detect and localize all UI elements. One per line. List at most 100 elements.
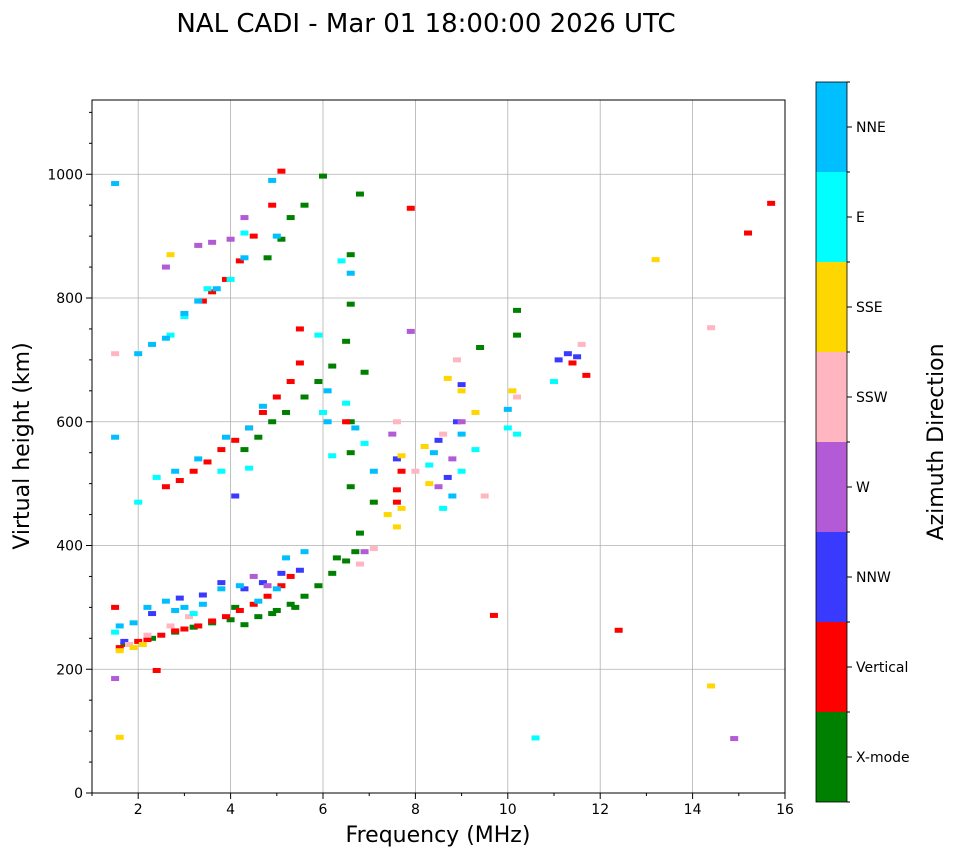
colorbar-tick-label: Vertical bbox=[856, 660, 908, 676]
data-point-nne bbox=[180, 604, 189, 610]
colorbar-tick-label: SSE bbox=[856, 300, 883, 316]
y-tick-label: 200 bbox=[56, 662, 83, 678]
data-point-sse bbox=[707, 683, 716, 689]
data-point-sse bbox=[443, 375, 452, 381]
data-point-sse bbox=[138, 642, 147, 647]
data-point-sse bbox=[166, 252, 175, 258]
data-point-vertical bbox=[208, 618, 217, 624]
grid bbox=[92, 100, 786, 794]
data-point-ssw bbox=[439, 431, 448, 437]
data-point-ssw bbox=[143, 632, 152, 638]
data-point-e bbox=[337, 258, 346, 264]
data-point-vertical bbox=[161, 484, 170, 490]
colorbar-segment bbox=[816, 442, 847, 532]
data-point-vertical bbox=[221, 614, 230, 620]
data-point-vertical bbox=[180, 626, 189, 632]
data-point-ssw bbox=[124, 642, 133, 647]
data-point-vertical bbox=[221, 276, 230, 282]
data-point-vertical bbox=[231, 437, 240, 443]
data-point-x-mode bbox=[240, 447, 249, 453]
data-point-x-mode bbox=[513, 332, 522, 338]
data-point-x-mode bbox=[254, 434, 263, 440]
data-point-vertical bbox=[258, 409, 267, 415]
data-point-ssw bbox=[185, 614, 194, 620]
data-point-vertical bbox=[392, 499, 401, 505]
data-point-e bbox=[360, 440, 369, 446]
colorbar-frame bbox=[815, 81, 848, 803]
data-point-ssw bbox=[166, 623, 175, 629]
colorbar: X-mode Vertical NNW W SSW SSE E NNE bbox=[815, 81, 910, 803]
x-tick-label: 6 bbox=[319, 802, 328, 818]
data-point-nne bbox=[161, 335, 170, 341]
data-point-vertical bbox=[194, 623, 203, 629]
data-point-w bbox=[434, 484, 443, 490]
data-point-e bbox=[134, 499, 143, 505]
data-point-w bbox=[457, 419, 466, 425]
data-point-x-mode bbox=[231, 604, 240, 610]
data-point-x-mode bbox=[355, 530, 364, 536]
data-point-nne bbox=[300, 549, 309, 555]
data-point-x-mode bbox=[346, 301, 355, 307]
data-point-w bbox=[240, 215, 249, 221]
data-point-w bbox=[263, 583, 272, 589]
data-point-sse bbox=[425, 481, 434, 487]
x-tick-label: 4 bbox=[226, 802, 235, 818]
data-point-nnw bbox=[217, 580, 226, 586]
data-point-vertical bbox=[175, 478, 184, 484]
data-point-ssw bbox=[111, 351, 120, 357]
data-point-nne bbox=[282, 555, 291, 561]
data-point-w bbox=[448, 456, 457, 462]
data-point-nnw bbox=[120, 638, 129, 644]
data-point-nne bbox=[143, 604, 152, 610]
data-point-sse bbox=[457, 388, 466, 394]
data-point-w bbox=[730, 736, 739, 742]
data-point-e bbox=[217, 468, 226, 474]
data-point-x-mode bbox=[268, 419, 277, 425]
y-tick-label: 800 bbox=[56, 291, 83, 307]
data-point-nnw bbox=[443, 474, 452, 480]
data-point-x-mode bbox=[272, 607, 281, 613]
x-axis-ticks: 2 4 6 8 10 12 14 16 bbox=[91, 793, 794, 818]
data-point-nne bbox=[115, 623, 124, 629]
data-point-sse bbox=[508, 388, 517, 394]
colorbar-segment bbox=[816, 262, 847, 352]
data-point-nnw bbox=[148, 611, 157, 617]
data-point-nnw bbox=[277, 570, 286, 576]
data-point-nnw bbox=[198, 592, 207, 598]
data-point-sse bbox=[471, 409, 480, 415]
data-point-vertical bbox=[295, 326, 304, 332]
data-point-vertical bbox=[568, 360, 577, 366]
data-point-nnw bbox=[295, 567, 304, 573]
data-point-x-mode bbox=[254, 614, 263, 620]
data-point-x-mode bbox=[300, 593, 309, 599]
data-point-nne bbox=[272, 586, 281, 592]
data-point-sse bbox=[397, 505, 406, 511]
data-point-vertical bbox=[406, 205, 415, 211]
y-axis-ticks: 0 200 400 600 800 1000 bbox=[47, 111, 92, 802]
data-point-vertical bbox=[277, 168, 286, 174]
data-point-sse bbox=[392, 524, 401, 530]
data-point-vertical bbox=[143, 637, 152, 643]
data-point-x-mode bbox=[328, 570, 337, 576]
colorbar-segment bbox=[816, 532, 847, 622]
data-point-x-mode bbox=[286, 601, 295, 607]
data-point-x-mode bbox=[328, 363, 337, 369]
data-point-ssw bbox=[513, 394, 522, 400]
x-tick-label: 12 bbox=[591, 802, 609, 818]
colorbar-tick-label: SSW bbox=[856, 390, 888, 406]
data-point-w bbox=[406, 328, 415, 334]
data-point-e bbox=[513, 431, 522, 437]
data-point-x-mode bbox=[148, 635, 157, 641]
chart-title: NAL CADI - Mar 01 18:00:00 2026 UTC bbox=[176, 9, 675, 39]
data-point-vertical bbox=[115, 645, 124, 651]
data-point-nne bbox=[351, 425, 360, 431]
data-point-nnw bbox=[240, 586, 249, 592]
data-point-nne bbox=[457, 431, 466, 437]
data-point-ssw bbox=[577, 341, 586, 347]
data-point-sse bbox=[651, 257, 660, 263]
data-point-nne bbox=[180, 310, 189, 316]
data-point-e bbox=[425, 462, 434, 468]
data-point-vertical bbox=[171, 628, 180, 634]
data-point-x-mode bbox=[226, 617, 235, 623]
data-point-vertical bbox=[744, 230, 753, 236]
